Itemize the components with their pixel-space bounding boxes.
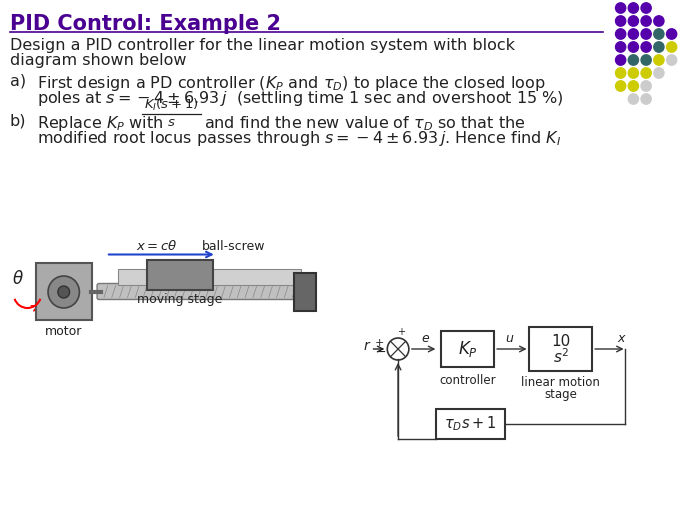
Circle shape [615,68,626,78]
Text: linear motion: linear motion [522,376,601,389]
Circle shape [615,29,626,39]
Text: stage: stage [545,388,578,401]
Circle shape [654,29,664,39]
Text: $u$: $u$ [505,332,514,345]
Circle shape [666,55,677,65]
FancyBboxPatch shape [147,260,213,289]
FancyBboxPatch shape [118,268,301,285]
Text: diagram shown below: diagram shown below [10,53,186,68]
Text: motor: motor [45,325,83,338]
Text: controller: controller [440,374,496,387]
Circle shape [629,55,638,65]
Text: poles at $s = -4 \pm 6.93\,j$  (settling time 1 sec and overshoot 15 %): poles at $s = -4 \pm 6.93\,j$ (settling … [37,89,564,108]
Circle shape [629,29,638,39]
Circle shape [615,16,626,26]
FancyBboxPatch shape [441,331,494,367]
Circle shape [641,68,651,78]
Text: $s$: $s$ [167,116,176,129]
Text: $\theta$: $\theta$ [12,270,24,288]
Text: $x$: $x$ [617,332,626,345]
Circle shape [654,68,664,78]
FancyBboxPatch shape [97,284,312,300]
Text: $x = c\theta$: $x = c\theta$ [136,238,177,252]
Text: $e$: $e$ [421,332,430,345]
Circle shape [615,3,626,13]
Text: First design a PD controller ($K_P$ and $\tau_D$) to place the closed loop: First design a PD controller ($K_P$ and … [37,74,546,93]
Circle shape [654,55,664,65]
FancyBboxPatch shape [294,272,316,310]
Text: −: − [376,345,386,358]
Circle shape [641,94,651,104]
FancyBboxPatch shape [529,327,592,371]
Circle shape [629,81,638,91]
Circle shape [654,16,664,26]
Text: and find the new value of $\tau_D$ so that the: and find the new value of $\tau_D$ so th… [204,114,526,133]
FancyBboxPatch shape [436,409,505,439]
Circle shape [615,55,626,65]
Circle shape [629,68,638,78]
Circle shape [641,29,651,39]
Circle shape [615,81,626,91]
Circle shape [641,81,651,91]
Circle shape [641,42,651,52]
Text: b): b) [10,114,27,129]
Circle shape [629,16,638,26]
Text: $s^2$: $s^2$ [553,347,569,366]
Circle shape [629,94,638,104]
Circle shape [629,42,638,52]
Text: +: + [374,338,384,348]
FancyBboxPatch shape [36,263,92,320]
Text: 10: 10 [551,334,570,348]
Text: moving stage: moving stage [137,293,223,306]
Text: modified root locus passes through $s = -4 \pm 6.93\,j$. Hence find $K_I$: modified root locus passes through $s = … [37,129,561,148]
Circle shape [666,29,677,39]
Text: $r$: $r$ [363,339,371,353]
Text: Design a PID controller for the linear motion system with block: Design a PID controller for the linear m… [10,38,514,53]
Circle shape [666,42,677,52]
Circle shape [629,3,638,13]
Circle shape [641,55,651,65]
Text: $K_P$: $K_P$ [458,339,477,359]
Circle shape [48,276,79,308]
Text: ball-screw: ball-screw [202,241,265,253]
Text: Replace $K_P$ with: Replace $K_P$ with [37,114,164,133]
Circle shape [615,42,626,52]
Text: $K_I(s+1)$: $K_I(s+1)$ [144,97,199,113]
Text: $\tau_D s + 1$: $\tau_D s + 1$ [444,415,497,433]
Circle shape [641,16,651,26]
Text: a): a) [10,74,26,89]
Text: PID Control: Example 2: PID Control: Example 2 [10,14,281,34]
Circle shape [641,3,651,13]
Text: +: + [397,327,405,337]
Circle shape [58,286,69,298]
Circle shape [654,42,664,52]
